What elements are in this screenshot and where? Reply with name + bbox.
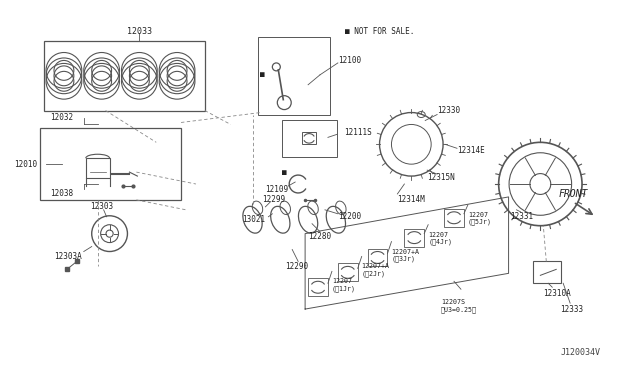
Text: 12207
(∖4Jr): 12207 (∖4Jr) (428, 232, 452, 245)
Text: 12315N: 12315N (427, 173, 455, 182)
Bar (302, 132, 316, 144)
Text: FRONT: FRONT (558, 189, 588, 199)
Bar (282, 119, 337, 157)
Text: 13021: 13021 (243, 215, 266, 224)
Bar (308, 278, 328, 296)
Text: 12100: 12100 (338, 57, 361, 65)
Bar (86, 158, 109, 178)
Text: 12207S
〈U3=0.25〉: 12207S 〈U3=0.25〉 (441, 299, 477, 313)
Text: 12032: 12032 (50, 113, 73, 122)
Text: J120034V: J120034V (560, 348, 600, 357)
Text: 12290: 12290 (285, 262, 308, 271)
Text: 12207+A
(∖3Jr): 12207+A (∖3Jr) (392, 248, 419, 262)
Text: 12303A: 12303A (54, 252, 82, 261)
Text: 12314E: 12314E (457, 146, 484, 155)
Text: ■ NOT FOR SALE.: ■ NOT FOR SALE. (345, 27, 414, 36)
Text: 12314M: 12314M (397, 195, 425, 204)
Text: 12207
(∖1Jr): 12207 (∖1Jr) (332, 278, 356, 292)
Bar (533, 262, 561, 283)
Bar (367, 248, 387, 266)
Bar (444, 209, 464, 227)
Bar (259, 37, 330, 115)
Text: 12033: 12033 (127, 27, 152, 36)
Text: 12310A: 12310A (543, 289, 571, 298)
Text: 12010: 12010 (14, 160, 37, 169)
Text: 12333: 12333 (560, 305, 583, 314)
Bar (40, 128, 181, 200)
Bar (338, 263, 358, 281)
Text: 12299: 12299 (262, 195, 285, 204)
Text: 12111S: 12111S (344, 128, 372, 137)
Text: 12331: 12331 (511, 212, 534, 221)
Text: 12303: 12303 (90, 202, 113, 211)
Text: 12038: 12038 (50, 189, 73, 198)
Text: 12280: 12280 (308, 232, 332, 241)
Bar (404, 229, 424, 247)
Text: 12200: 12200 (338, 212, 361, 221)
Bar (44, 41, 205, 110)
Text: ■: ■ (282, 168, 287, 177)
Text: 12207
(∖5Jr): 12207 (∖5Jr) (468, 212, 492, 225)
Text: 12109: 12109 (266, 186, 289, 195)
Text: ■: ■ (260, 70, 265, 79)
Text: 12207+A
(∖2Jr): 12207+A (∖2Jr) (362, 263, 390, 277)
Text: 12330: 12330 (437, 106, 460, 115)
